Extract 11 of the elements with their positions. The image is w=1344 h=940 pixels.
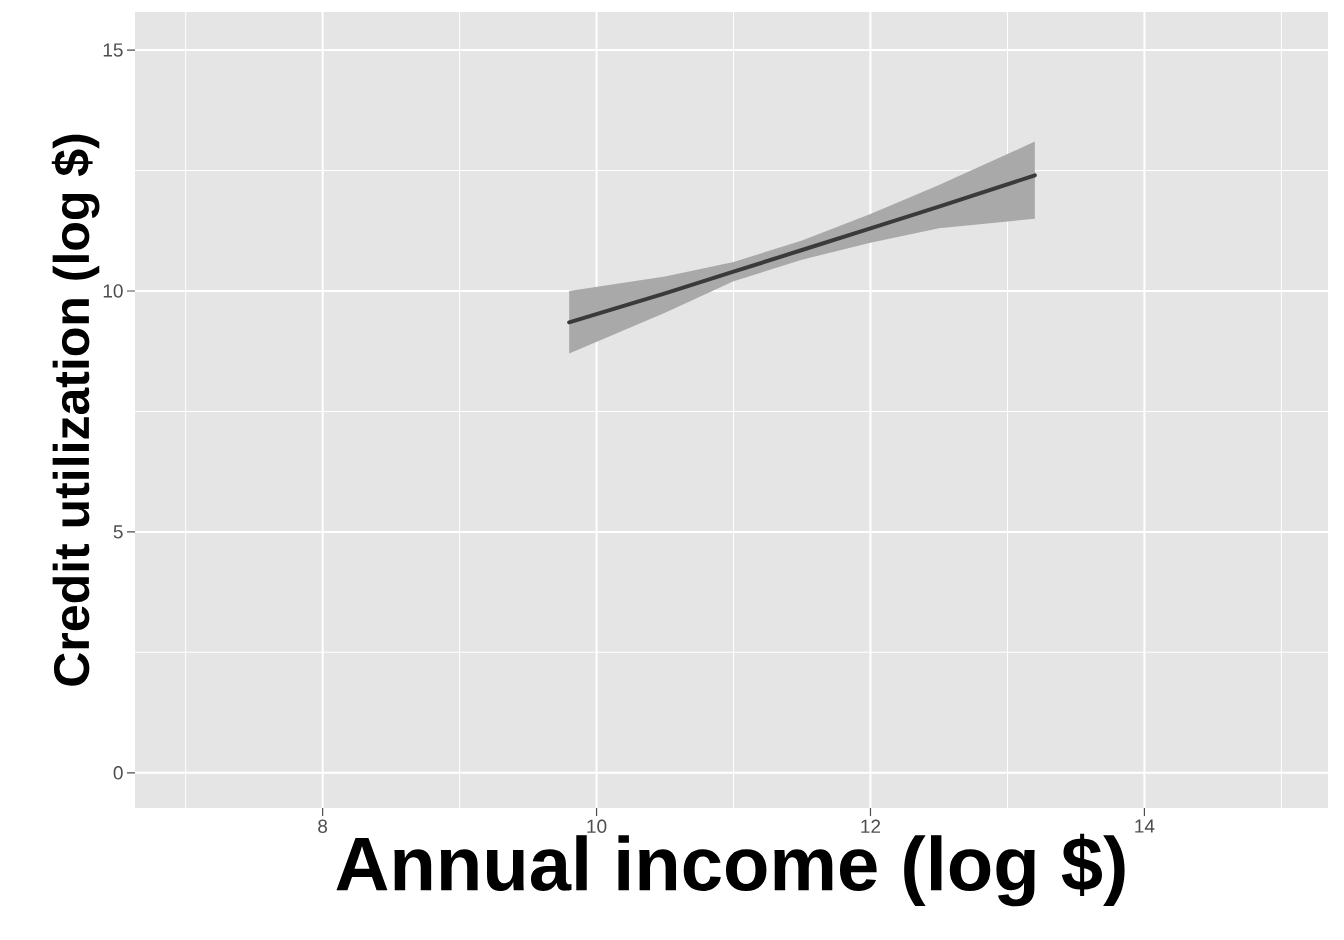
y-tick-label: 15 bbox=[103, 43, 123, 57]
x-tick-label: 10 bbox=[587, 819, 607, 833]
y-tick-label: 5 bbox=[113, 525, 123, 539]
x-axis-title: Annual income (log $) bbox=[336, 833, 1125, 907]
y-tick-label: 0 bbox=[113, 766, 123, 780]
x-tick-label: 14 bbox=[1135, 819, 1155, 833]
x-tick-label: 12 bbox=[861, 819, 881, 833]
line-series bbox=[567, 173, 1037, 325]
y-axis-title: Credit utilization (log $) bbox=[51, 134, 100, 686]
y-tick-label: 10 bbox=[103, 284, 123, 298]
x-tick-label: 8 bbox=[318, 819, 328, 833]
